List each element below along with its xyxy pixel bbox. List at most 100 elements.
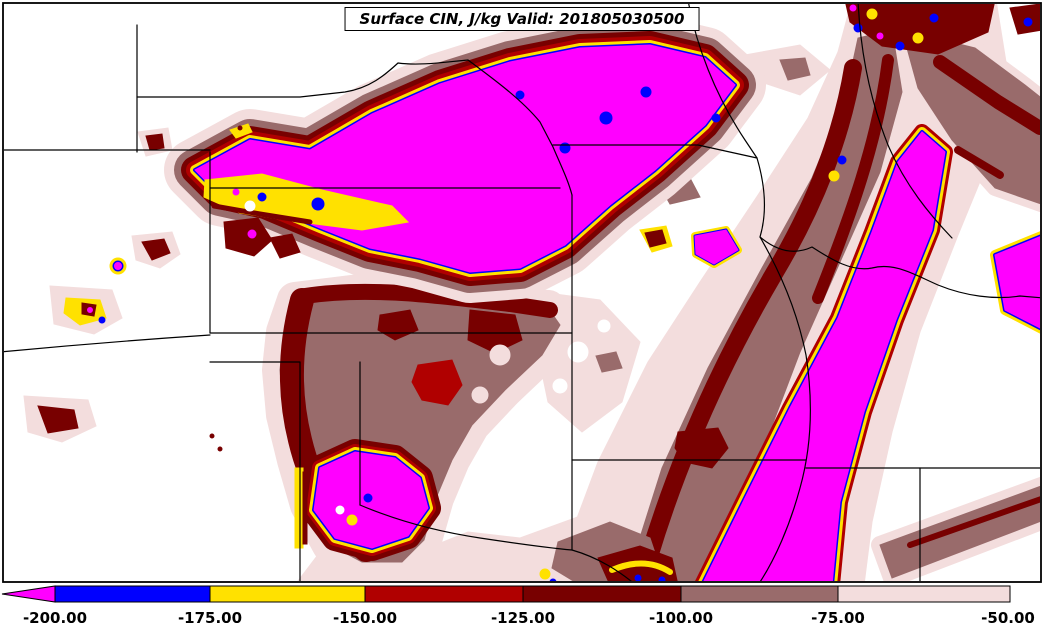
state-line-southdakota-nebraska (136, 59, 573, 196)
darkred-rim-diagonal-west (639, 59, 862, 569)
darkred-patch (223, 217, 273, 257)
darkred-accents-right (639, 54, 1040, 569)
blue-cell (515, 90, 525, 100)
magenta-cell (849, 4, 857, 12)
darkred-patch (467, 309, 523, 354)
state-line-mississippi-river (688, 4, 811, 581)
colorbar-segment-125-100 (522, 585, 682, 603)
blue-dot (658, 576, 666, 581)
darkred-dot (237, 125, 243, 131)
darkred-streak (211, 203, 313, 225)
colorbar-segment-175-150 (209, 585, 366, 603)
blue-cell (929, 13, 939, 23)
darkred-speck (644, 229, 667, 248)
magenta-cell (876, 32, 884, 40)
yellow-cell (866, 8, 878, 20)
colorbar-tick-label: -125.00 (491, 609, 555, 627)
blue-dot (549, 578, 557, 581)
white-hole (567, 341, 589, 363)
colorbar-segment-150-125 (364, 585, 524, 603)
contour-fields (4, 4, 1040, 581)
brown-speck-missouri (595, 351, 623, 373)
magenta-dot (87, 307, 93, 313)
darkred-patch (269, 233, 301, 259)
yellow-cell (346, 514, 358, 526)
state-line-red-river (359, 504, 632, 581)
blue-cell (895, 41, 905, 51)
magenta-core (703, 131, 946, 581)
blue-dot (634, 574, 642, 581)
blue-cell (311, 197, 325, 211)
magenta-dot (114, 262, 122, 270)
state-line-illinois-indiana (857, 4, 953, 239)
bright-red-patch (411, 359, 463, 406)
darkred-streak-bottom-right (907, 496, 1040, 548)
state-line-iowa-missouri (552, 144, 758, 159)
darkred-north-rim (297, 283, 558, 318)
white-hole (597, 319, 611, 333)
blue-cell (640, 86, 652, 98)
darkred-dot (209, 433, 215, 439)
yellow-dot (828, 170, 840, 182)
map-frame (2, 2, 1042, 583)
colorbar-arrow-below-200 (1, 585, 56, 603)
pink-hole (489, 344, 511, 366)
state-line-ohio-river-kentucky (759, 236, 1040, 299)
colorbar-segments (1, 585, 1011, 603)
darkred-cup-patch (674, 427, 729, 469)
brown-field-right-edge (901, 29, 1040, 205)
blue-cell (1023, 17, 1033, 27)
colorbar-segment-200-175 (54, 585, 211, 603)
yellow-cell (912, 32, 924, 44)
magenta-cell (232, 188, 240, 196)
map-title: Surface CIN, J/kg Valid: 201805030500 (344, 7, 700, 31)
yellow-border-strip (294, 467, 304, 549)
colorbar-tick-label: -75.00 (811, 609, 865, 627)
darkred-speck (145, 133, 165, 151)
colorbar-tick-label: -175.00 (178, 609, 242, 627)
bottom-center-detail (539, 521, 678, 581)
colorbar-tick-label: -150.00 (333, 609, 397, 627)
darkred-speck (141, 238, 171, 261)
darkred-rim-diagonal-east (812, 54, 894, 304)
state-line-oklahoma-panhandle (209, 361, 301, 581)
darkred-band-right-edge (933, 55, 1040, 135)
colorbar-tick-label: -100.00 (649, 609, 713, 627)
pink-hole (471, 386, 489, 404)
top-right-corner-patch (845, 4, 1040, 55)
western-scattered-pockets (23, 127, 223, 452)
blue-cell (363, 493, 373, 503)
white-hole (244, 200, 256, 212)
magenta-band-mississippi (695, 124, 1040, 581)
white-hole (335, 505, 345, 515)
blue-dot (711, 113, 721, 123)
colorbar-segment-75-50 (837, 585, 1011, 603)
darkred-streak-right-edge (954, 146, 1004, 179)
magenta-cell (694, 229, 739, 265)
colorbar-segment-100-75 (680, 585, 839, 603)
state-line-colorado-newmexico (4, 334, 211, 353)
misc-small-cells (552, 113, 847, 394)
darkred-dot (217, 446, 223, 452)
yellow-dot (539, 568, 551, 580)
blue-cell (599, 111, 613, 125)
magenta-cell (247, 229, 257, 239)
darkred-speck (37, 405, 79, 434)
brown-speck-ne-of-main (779, 57, 811, 81)
darkred-border-strip (302, 471, 308, 545)
texas-panhandle-pocket (294, 439, 441, 561)
blue-cell (257, 192, 267, 202)
darkred-corner-patch (845, 4, 995, 55)
blue-dot (98, 316, 106, 324)
state-boundaries (4, 4, 1040, 581)
colorbar: -200.00 -175.00 -150.00 -125.00 -100.00 … (1, 585, 1035, 627)
yellow-curl (229, 123, 253, 139)
colorbar-tick-labels: -200.00 -175.00 -150.00 -125.00 -100.00 … (23, 609, 1035, 627)
magenta-right-edge-blob (994, 236, 1040, 329)
weather-map (2, 2, 1042, 583)
colorbar-tick-label: -50.00 (981, 609, 1035, 627)
colorbar-tick-label: -200.00 (23, 609, 87, 627)
white-hole (552, 378, 568, 394)
blue-dot (837, 155, 847, 165)
